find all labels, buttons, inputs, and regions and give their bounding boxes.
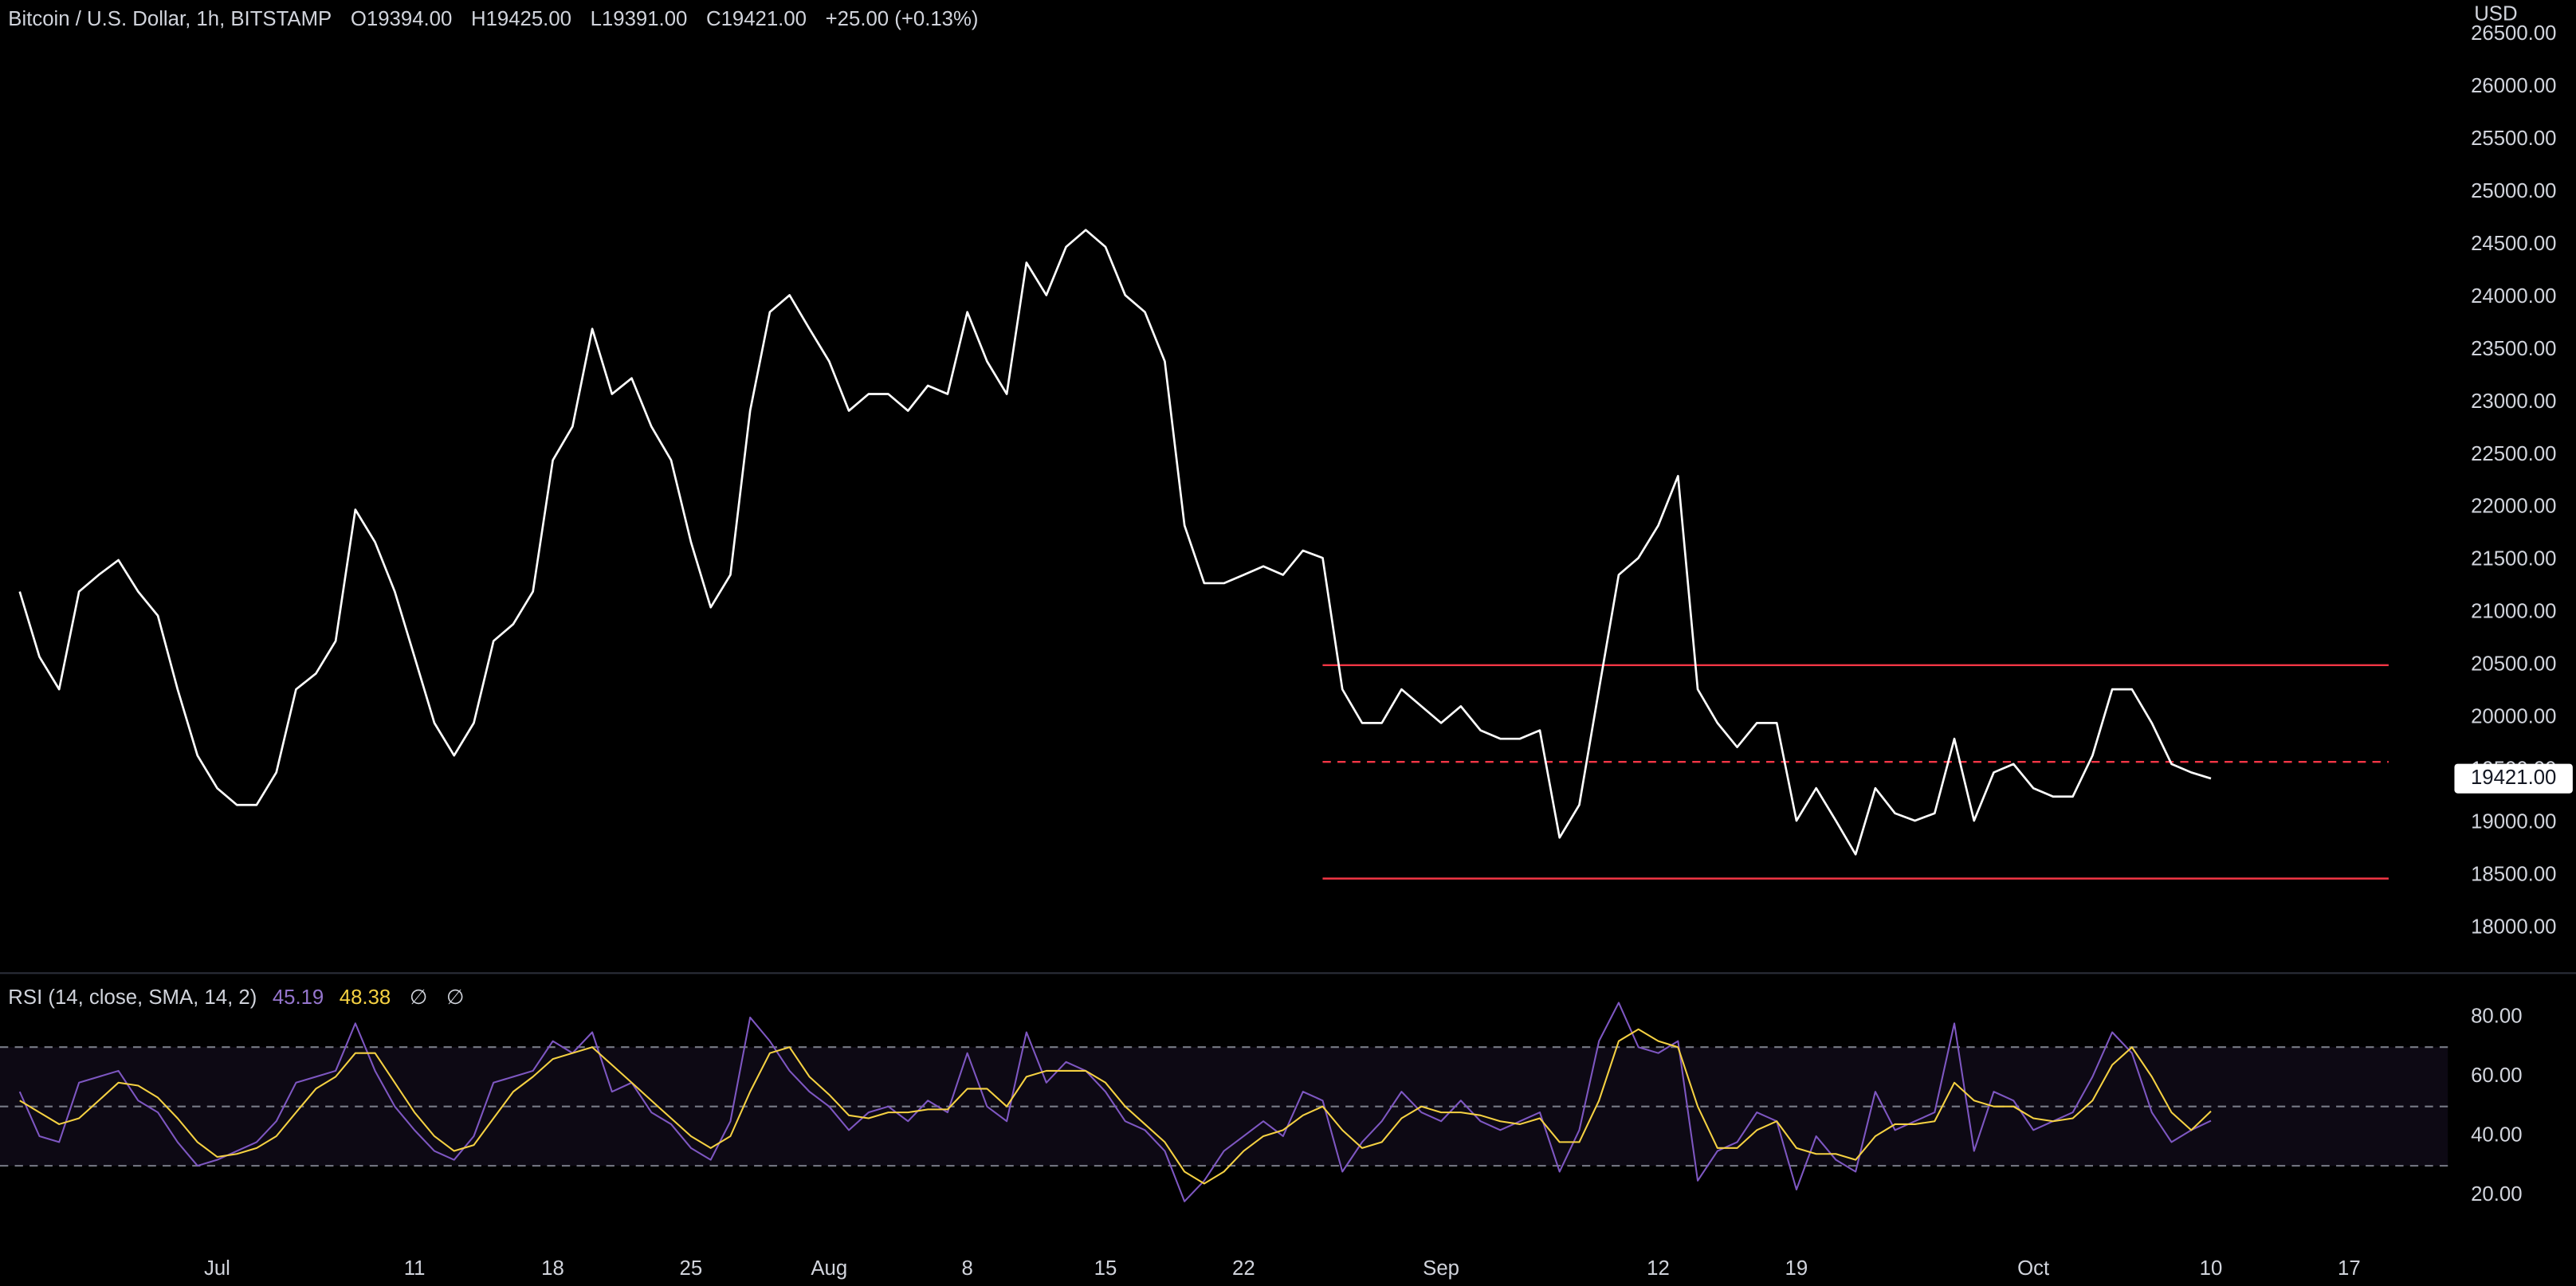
- y-tick-label: 20000.00: [2471, 706, 2556, 728]
- y-tick-label: 25000.00: [2471, 180, 2556, 202]
- low: L19391.00: [591, 8, 688, 30]
- y-tick-label: 18500.00: [2471, 863, 2556, 885]
- x-tick-label: Oct: [2017, 1257, 2049, 1280]
- y-tick-label: 20500.00: [2471, 653, 2556, 676]
- x-tick-label: 15: [1094, 1257, 1117, 1280]
- x-tick-label: 22: [1232, 1257, 1255, 1280]
- y-tick-label: 60.00: [2471, 1064, 2522, 1087]
- y-tick-label: 24500.00: [2471, 233, 2556, 255]
- x-tick-label: Sep: [1423, 1257, 1459, 1280]
- rsi-value: 45.19: [273, 986, 324, 1009]
- y-tick-label: 19000.00: [2471, 811, 2556, 833]
- y-tick-label: 25500.00: [2471, 127, 2556, 150]
- close: C19421.00: [706, 8, 807, 30]
- header: Bitcoin / U.S. Dollar, 1h, BITSTAMP O193…: [8, 8, 978, 30]
- change: +25.00 (+0.13%): [826, 8, 979, 30]
- x-tick-label: 25: [680, 1257, 703, 1280]
- indicator-line: [18, 1002, 2212, 1202]
- price-tag-label: 19421.00: [2471, 767, 2556, 789]
- rsi-band: [0, 1047, 2448, 1166]
- rsi-legend: RSI (14, close, SMA, 14, 2) 45.19 48.38 …: [8, 986, 464, 1009]
- x-tick-label: 12: [1647, 1257, 1670, 1280]
- rsi-title: RSI (14, close, SMA, 14, 2): [8, 986, 257, 1009]
- y-tick-label: 24000.00: [2471, 285, 2556, 308]
- indicator-line: [19, 1028, 2212, 1185]
- icon: ∅: [410, 986, 427, 1009]
- sma-value: 48.38: [340, 986, 391, 1009]
- x-tick-label: 10: [2200, 1257, 2223, 1280]
- y-tick-label: 23000.00: [2471, 390, 2556, 413]
- icon: ∅: [446, 986, 464, 1009]
- x-tick-label: Jul: [204, 1257, 230, 1280]
- x-tick-label: 19: [1785, 1257, 1808, 1280]
- y-tick-label: 80.00: [2471, 1006, 2522, 1028]
- y-tick-label: 22000.00: [2471, 496, 2556, 518]
- x-tick-label: 18: [541, 1257, 564, 1280]
- x-tick-label: Aug: [811, 1257, 847, 1280]
- price-line: [18, 229, 2212, 856]
- open: O19394.00: [351, 8, 452, 30]
- y-tick-label: 20.00: [2471, 1183, 2522, 1206]
- y-tick-label: 23500.00: [2471, 338, 2556, 360]
- y-tick-label: 40.00: [2471, 1124, 2522, 1147]
- price-tag: [2454, 763, 2573, 794]
- high: H19425.00: [471, 8, 571, 30]
- y-tick-label: 18000.00: [2471, 915, 2556, 938]
- currency: USD: [2474, 2, 2517, 25]
- x-tick-label: 11: [404, 1257, 426, 1280]
- y-tick-label: 21500.00: [2471, 548, 2556, 570]
- symbol: Bitcoin / U.S. Dollar, 1h, BITSTAMP: [8, 8, 332, 30]
- y-tick-label: 26500.00: [2471, 22, 2556, 45]
- y-tick-label: 22500.00: [2471, 443, 2556, 465]
- x-tick-label: 17: [2338, 1257, 2361, 1280]
- y-tick-label: 26000.00: [2471, 75, 2556, 97]
- y-tick-label: 21000.00: [2471, 601, 2556, 623]
- x-tick-label: 8: [961, 1257, 972, 1280]
